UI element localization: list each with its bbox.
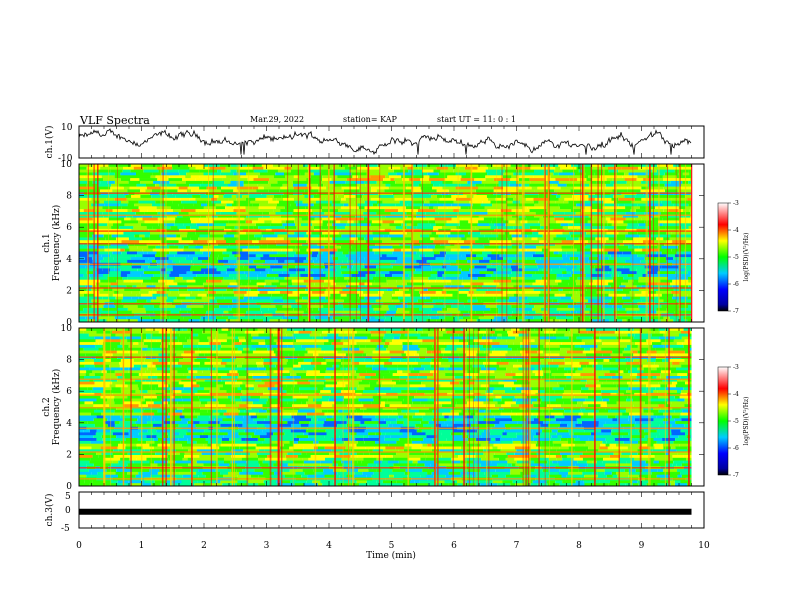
x-axis-ticks: 0 1 2 3 4 5 6 7 8 9 10 (76, 126, 710, 551)
ch1-spectrogram-yticks: 0 2 4 6 8 10 (61, 160, 704, 328)
ch1-waveform-line (78, 128, 692, 156)
ch1-ytick-top: 10 (61, 123, 73, 133)
ch1-colorbar: -3 -4 -5 -6 -7 log(PSD)(V²/Hz) (717, 200, 750, 315)
y-tick-label: 2 (66, 450, 72, 460)
x-tick-label: 8 (576, 541, 582, 551)
y-tick-label: 8 (66, 192, 72, 202)
ch1-waveform-ylabel: ch.1(V) (44, 126, 55, 159)
x-tick-label: 2 (201, 541, 207, 551)
ch2-spectrogram-yticks: 0 2 4 6 8 10 (61, 324, 704, 492)
x-tick-label: 7 (514, 541, 520, 551)
colorbar-tick-label: -6 (733, 445, 739, 452)
colorbar-tick-label: -4 (733, 227, 739, 234)
ch2-colorbar: -3 -4 -5 -6 -7 log(PSD)(V²/Hz) (717, 364, 750, 479)
x-tick-label: 9 (639, 541, 645, 551)
x-tick-label: 6 (451, 541, 457, 551)
ch2-spectrogram-image (79, 328, 692, 486)
y-tick-label: 0 (66, 482, 72, 492)
y-tick-label: 4 (66, 419, 72, 429)
ch2-colorbar-label: log(PSD)(V²/Hz) (743, 397, 750, 446)
colorbar-tick-label: -3 (733, 364, 739, 371)
y-tick-label: 4 (66, 255, 72, 265)
colorbar-tick-label: -5 (733, 418, 739, 425)
x-axis-label: Time (min) (366, 550, 416, 561)
y-tick-label: 10 (61, 324, 73, 334)
ch3-ytick-bottom: -5 (61, 524, 70, 534)
colorbar-tick-label: -6 (733, 281, 739, 288)
y-tick-label: 10 (61, 160, 73, 170)
chart-title: VLF Spectra (79, 114, 150, 127)
colorbar-tick-label: -5 (733, 254, 739, 261)
ch3-ytick-mid: 0 (65, 506, 71, 516)
ch1-ytick-bottom: -10 (58, 154, 73, 164)
ch3-waveform-ylabel: ch.3(V) (44, 494, 55, 527)
x-tick-label: 1 (139, 541, 145, 551)
ch1-spectrogram-image (79, 164, 693, 322)
ch1-spectrogram-ylabel-top: ch.1 (42, 233, 52, 252)
y-tick-label: 6 (66, 223, 72, 233)
station-label: station= KAP (343, 115, 398, 124)
ch2-spectrogram-ylabel-top: ch.2 (42, 397, 52, 416)
x-tick-label: 4 (326, 541, 332, 551)
ch3-ytick-top: 5 (65, 492, 71, 502)
ch2-spectrogram-ylabel: Frequency (kHz) (51, 369, 62, 446)
ch1-spectrogram-ylabel: Frequency (kHz) (51, 205, 62, 282)
y-tick-label: 2 (66, 286, 72, 296)
ch1-colorbar-label: log(PSD)(V²/Hz) (743, 233, 750, 282)
y-tick-label: 8 (66, 356, 72, 366)
start-time-label: start UT = 11: 0 : 1 (437, 115, 516, 124)
y-tick-label: 0 (66, 318, 72, 328)
colorbar-tick-label: -7 (733, 472, 739, 479)
colorbar-tick-label: -4 (733, 391, 739, 398)
x-tick-label: 5 (389, 541, 395, 551)
date-label: Mar.29, 2022 (250, 115, 304, 124)
colorbar-tick-label: -7 (733, 308, 739, 315)
x-tick-label: 0 (76, 541, 82, 551)
x-tick-label: 10 (698, 541, 710, 551)
y-tick-label: 6 (66, 387, 72, 397)
x-tick-label: 3 (264, 541, 270, 551)
colorbar-tick-label: -3 (733, 200, 739, 207)
